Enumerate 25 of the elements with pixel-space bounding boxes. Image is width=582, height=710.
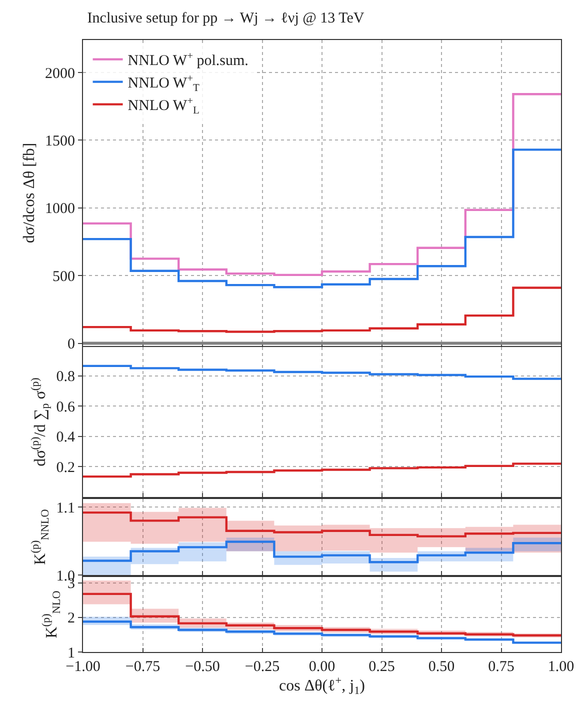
y-axis-title: dσ/dcos Δθ [fb] xyxy=(20,142,38,244)
x-tick-label: 1.00 xyxy=(548,659,574,675)
chart-title: Inclusive setup for pp → Wj → ℓνj @ 13 TeV xyxy=(87,10,364,26)
x-axis-title: cos Δθ(ℓ$^{+}$, j$_{1}$) xyxy=(279,675,365,698)
y-tick-label: 1 xyxy=(68,645,75,662)
x-tick-label: 0.25 xyxy=(368,659,395,675)
y-tick-label: 2 xyxy=(68,610,75,627)
y-tick-label: 0 xyxy=(68,336,75,353)
x-tick-label: 0.50 xyxy=(428,659,455,675)
y-tick-label: 2000 xyxy=(45,66,75,82)
y-tick-label: 1.1 xyxy=(56,500,75,516)
legend-label: NNLO W$^{+}$ pol.sum. xyxy=(128,50,248,70)
y-tick-label: 1000 xyxy=(45,201,75,218)
y-tick-label: 0.8 xyxy=(56,369,75,386)
y-tick-label: 0.6 xyxy=(56,399,76,416)
y-tick-label: 0.2 xyxy=(56,460,75,476)
x-tick-label: −0.75 xyxy=(125,659,160,675)
x-tick-label: −0.25 xyxy=(244,659,280,675)
y-tick-label: 1500 xyxy=(45,133,75,150)
x-tick-label: −0.50 xyxy=(185,659,220,675)
x-tick-label: 0.75 xyxy=(488,659,514,675)
x-tick-label: 0.00 xyxy=(308,659,336,675)
y-tick-label: 0.4 xyxy=(56,430,76,446)
x-tick-label: −1.00 xyxy=(66,659,100,675)
y-tick-label: 500 xyxy=(52,268,75,285)
